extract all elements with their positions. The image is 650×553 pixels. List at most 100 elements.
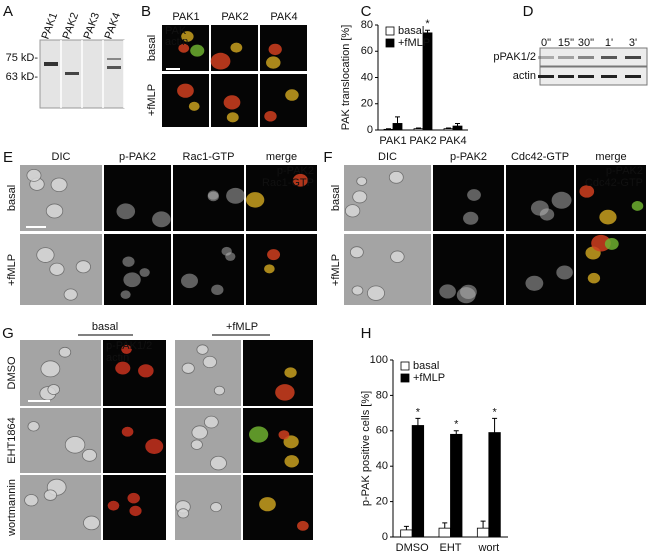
- marker-label: 75 kD-: [6, 52, 39, 64]
- lane-label: PAK1: [40, 11, 61, 41]
- stain-label: p-PAK1/2: [106, 340, 152, 352]
- row-label: actin: [513, 70, 536, 82]
- cell: [264, 111, 277, 122]
- cell: [58, 346, 72, 358]
- stain-label: Rac1-GTP: [262, 177, 314, 189]
- bar: [443, 128, 454, 131]
- cell: [129, 505, 142, 517]
- band: [601, 75, 617, 78]
- bar: [413, 128, 424, 131]
- bar: [438, 527, 451, 538]
- cell: [352, 190, 368, 204]
- x-tick-label: PAK4: [439, 135, 466, 147]
- error-bar: [395, 116, 400, 124]
- micrograph: [20, 408, 101, 473]
- cell: [190, 44, 205, 57]
- micrograph: [173, 234, 244, 305]
- cell: [63, 288, 78, 301]
- y-tick-label: 20: [376, 496, 388, 508]
- band: [44, 62, 58, 66]
- panel-label: E: [3, 149, 13, 166]
- significance-label: *: [492, 406, 497, 418]
- cell: [27, 421, 40, 432]
- cell: [604, 238, 619, 250]
- bar: [488, 432, 501, 538]
- cell: [344, 204, 361, 218]
- cell: [177, 508, 190, 519]
- column-label: PAK1: [172, 11, 199, 23]
- row-label: basal: [330, 185, 342, 211]
- cell: [264, 264, 275, 274]
- cell: [121, 344, 132, 354]
- cell: [539, 208, 555, 221]
- cell: [36, 247, 55, 263]
- band: [625, 75, 641, 78]
- cell: [115, 361, 131, 375]
- legend-label: basal: [413, 360, 439, 372]
- row-label: wortmannin: [6, 479, 18, 537]
- legend-label: basal: [398, 25, 424, 37]
- y-tick-label: 20: [361, 98, 373, 110]
- panel-label: D: [523, 3, 534, 20]
- row-label: +fMLP: [146, 84, 158, 116]
- cell: [26, 168, 42, 182]
- row-label: pPAK1/2: [493, 51, 536, 63]
- error-bar: [480, 520, 486, 529]
- time-label: 1': [605, 37, 613, 49]
- cell: [283, 435, 299, 449]
- time-label: 30": [578, 37, 594, 49]
- cell: [275, 384, 295, 401]
- legend-swatch: [400, 373, 410, 383]
- cell: [525, 275, 544, 291]
- cell: [181, 273, 198, 289]
- cell: [259, 497, 276, 512]
- band: [558, 56, 574, 59]
- micrograph: [103, 340, 166, 406]
- significance-label: *: [425, 18, 430, 30]
- band: [578, 75, 594, 78]
- legend-swatch: [400, 361, 410, 371]
- y-tick-label: 0: [367, 124, 373, 136]
- cell: [152, 211, 171, 228]
- y-axis-label: p-PAK positive cells [%]: [360, 391, 372, 506]
- cell: [121, 426, 134, 437]
- micrograph: [162, 74, 209, 127]
- cell: [190, 439, 203, 450]
- stain-label: actin: [165, 36, 188, 48]
- bar: [392, 123, 403, 131]
- band: [107, 66, 121, 69]
- cell: [556, 265, 573, 280]
- y-tick-label: 40: [376, 460, 388, 472]
- band: [65, 72, 79, 75]
- band: [558, 75, 574, 78]
- time-label: 15": [558, 37, 574, 49]
- error-bar: [453, 430, 459, 435]
- panel-label: B: [141, 3, 151, 20]
- stain-label: actin: [106, 352, 129, 364]
- column-label: PAK4: [270, 11, 297, 23]
- significance-label: *: [454, 419, 459, 431]
- cell: [223, 95, 241, 110]
- panel-label: H: [361, 325, 372, 342]
- row-label: +fMLP: [6, 254, 18, 286]
- x-tick-label: wort: [477, 542, 499, 553]
- error-bar: [446, 127, 451, 129]
- cell: [191, 425, 208, 440]
- column-label: DIC: [378, 151, 397, 163]
- cell: [226, 187, 245, 204]
- bar: [400, 529, 413, 538]
- cell: [226, 112, 239, 123]
- cell: [463, 211, 479, 225]
- cell: [178, 43, 190, 53]
- error-bar: [442, 522, 448, 529]
- stain-label: Cdc42-GTP: [585, 177, 643, 189]
- error-bar: [416, 127, 421, 129]
- cell: [210, 52, 231, 70]
- cell: [266, 56, 281, 69]
- cell: [122, 256, 135, 267]
- time-label: 3': [629, 37, 637, 49]
- cell: [211, 284, 224, 296]
- cell: [75, 260, 91, 274]
- cell: [297, 520, 309, 531]
